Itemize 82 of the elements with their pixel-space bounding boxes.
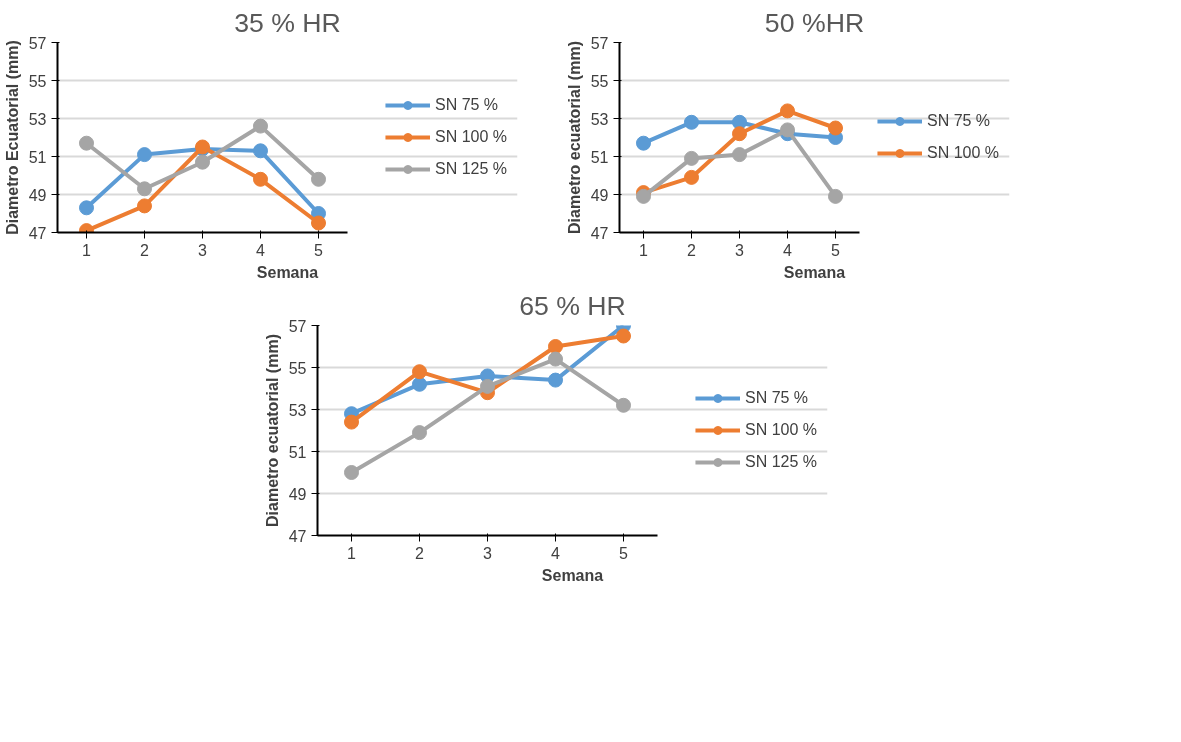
point: [311, 171, 326, 187]
x-tick-label: 2: [415, 544, 425, 562]
y-tick-label: 55: [288, 359, 307, 377]
legend-label: SN 100 %: [926, 144, 999, 162]
x-tick-label: 4: [783, 241, 793, 259]
y-tick-label: 53: [590, 110, 609, 128]
x-tick-label: 2: [687, 241, 697, 259]
y-tick-label: 51: [288, 443, 307, 461]
point: [253, 143, 268, 159]
point: [548, 372, 563, 388]
x-tick-label: 4: [551, 544, 561, 562]
point: [253, 118, 268, 134]
y-axis-title: Diametro ecuatorial (mm): [565, 41, 583, 234]
y-tick-label: 57: [590, 34, 609, 52]
x-tick-label: 1: [639, 241, 649, 259]
point: [732, 147, 747, 163]
x-tick-label: 1: [82, 241, 92, 259]
point: [412, 364, 427, 380]
x-tick-label: 3: [198, 241, 208, 259]
chart-title: 35 % HR: [234, 7, 341, 38]
y-tick-label: 55: [28, 72, 47, 90]
point: [253, 171, 268, 187]
y-tick-label: 55: [590, 72, 609, 90]
legend-label: SN 75 %: [434, 96, 499, 114]
y-tick-label: 57: [288, 317, 307, 335]
point: [480, 378, 495, 394]
y-tick-label: 51: [590, 148, 609, 166]
point: [780, 103, 795, 119]
x-tick-label: 5: [619, 544, 629, 562]
y-tick-label: 51: [28, 148, 47, 166]
point: [780, 122, 795, 138]
point: [79, 135, 94, 151]
point: [548, 339, 563, 354]
y-tick-label: 47: [590, 224, 609, 242]
point: [412, 376, 427, 392]
point: [828, 120, 843, 136]
point: [137, 198, 152, 214]
x-axis-title: Semana: [256, 263, 319, 281]
x-tick-label: 5: [831, 241, 841, 259]
point: [344, 465, 359, 480]
y-tick-label: 57: [28, 34, 47, 52]
point: [79, 200, 94, 216]
chart-title: 50 %HR: [764, 7, 865, 38]
point: [732, 126, 747, 142]
point: [684, 169, 699, 185]
x-tick-label: 1: [347, 544, 357, 562]
x-tick-label: 3: [735, 241, 745, 259]
legend-label: SN 100 %: [434, 128, 507, 146]
point: [828, 188, 843, 204]
point: [195, 154, 210, 170]
legend-label: SN 125 %: [434, 160, 507, 178]
point: [616, 328, 631, 344]
y-tick-label: 49: [28, 186, 47, 204]
legend-label: SN 100 %: [744, 421, 817, 439]
y-tick-label: 47: [288, 527, 307, 545]
point: [137, 181, 152, 197]
legend-label: SN 75 %: [926, 112, 991, 130]
point: [412, 425, 427, 441]
point: [344, 414, 359, 430]
y-tick-label: 53: [28, 110, 47, 128]
y-tick-label: 49: [590, 186, 609, 204]
x-tick-label: 4: [256, 241, 266, 259]
x-tick-label: 3: [483, 544, 493, 562]
point: [311, 215, 326, 231]
y-tick-label: 49: [288, 485, 307, 503]
x-tick-label: 5: [314, 241, 324, 259]
point: [636, 135, 651, 151]
x-axis-title: Semana: [783, 263, 846, 281]
point: [684, 150, 699, 166]
x-axis-title: Semana: [541, 566, 604, 584]
y-tick-label: 53: [288, 401, 307, 419]
y-axis-title: Diametro ecuatorial (mm): [263, 334, 281, 527]
legend-label: SN 125 %: [744, 453, 817, 471]
legend-label: SN 75 %: [744, 389, 809, 407]
point: [137, 147, 152, 163]
x-tick-label: 2: [140, 241, 150, 259]
point: [548, 351, 563, 367]
y-tick-label: 47: [28, 224, 47, 242]
point: [616, 397, 631, 413]
point: [684, 114, 699, 130]
y-axis-title: Diametro Ecuatorial (mm): [3, 40, 21, 235]
chart-title: 65 % HR: [519, 290, 626, 321]
